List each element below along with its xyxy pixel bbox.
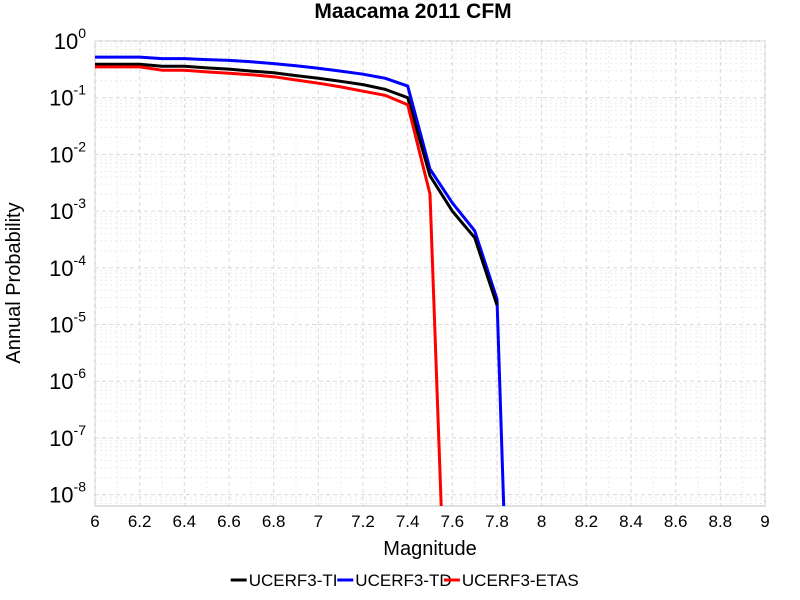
x-tick-label: 6.4 — [173, 512, 197, 531]
y-tick-label: 10-3 — [49, 195, 86, 224]
x-tick-label: 6.8 — [262, 512, 286, 531]
x-tick-label: 8.4 — [619, 512, 643, 531]
y-tick-label: 10-7 — [49, 422, 86, 451]
x-tick-label: 7.4 — [396, 512, 420, 531]
series-line-ucerf3-td — [95, 55, 506, 507]
x-tick-label: 8.6 — [664, 512, 688, 531]
chart-title: Maacama 2011 CFM — [314, 0, 511, 23]
x-tick-label: 6.2 — [128, 512, 152, 531]
grid-major — [94, 40, 766, 506]
y-tick-label: 10-2 — [49, 138, 86, 167]
x-tick-label: 6.6 — [217, 512, 241, 531]
x-tick-label: 7 — [314, 512, 323, 531]
legend-label: UCERF3-TI — [249, 571, 338, 590]
y-tick-label: 10-4 — [49, 252, 86, 281]
x-tick-labels: 6 6.2 6.4 6.6 6.8 7 7.2 7.4 7.6 7.8 8 8.2 8.4 8.6 8.8 9 — [90, 512, 769, 531]
x-tick-label: 6 — [90, 512, 99, 531]
y-tick-label: 100 — [54, 25, 86, 54]
y-axis-label: Annual Probability — [3, 202, 25, 363]
legend-label: UCERF3-ETAS — [462, 571, 579, 590]
x-tick-label: 7.2 — [351, 512, 375, 531]
x-tick-label: 8.2 — [575, 512, 599, 531]
x-axis-label: Magnitude — [383, 538, 476, 560]
x-tick-label: 9 — [760, 512, 769, 531]
series-line-ucerf3-ti — [95, 62, 499, 306]
y-tick-label: 10-6 — [49, 365, 86, 394]
y-tick-label: 10-5 — [49, 309, 86, 338]
y-tick-label: 10-8 — [49, 479, 86, 508]
y-tick-labels: 100 10-1 10-2 10-3 10-4 10-5 10-6 10-7 10-8 — [49, 25, 86, 508]
x-tick-label: 8 — [537, 512, 546, 531]
x-tick-label: 8.8 — [709, 512, 733, 531]
legend-label: UCERF3-TD — [355, 571, 451, 590]
legend: UCERF3-TI UCERF3-TD UCERF3-ETAS — [230, 571, 579, 590]
x-tick-label: 7.6 — [441, 512, 465, 531]
grid-minor — [95, 41, 765, 506]
series-layer — [95, 55, 506, 507]
x-tick-label: 7.8 — [485, 512, 509, 531]
y-tick-label: 10-1 — [49, 82, 86, 111]
series-line-ucerf3-etas — [95, 65, 443, 507]
